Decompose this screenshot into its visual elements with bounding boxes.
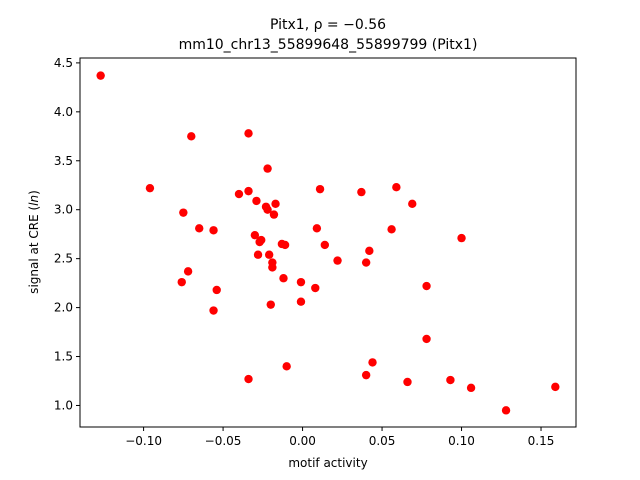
data-point-51 [446,375,455,385]
data-point-7 [183,267,193,276]
data-point-19 [250,230,260,240]
x-tick-label: −0.05 [205,434,242,448]
data-point-13 [252,196,261,206]
data-point-30 [244,374,253,384]
data-point-27 [268,263,277,272]
data-point-45 [368,358,377,367]
x-tick-label: 0.10 [448,434,475,448]
data-point-18 [263,164,272,173]
data-point-10 [209,306,218,315]
data-point-1 [145,183,155,193]
data-point-11 [234,189,244,199]
x-axis-label: motif activity [288,456,367,470]
data-point-3 [244,129,253,138]
data-point-52 [466,383,476,393]
y-axis-label: signal at CRE (ln) [27,190,41,294]
y-tick-label: 4.5 [54,56,73,70]
data-point-40 [361,258,371,267]
data-point-50 [457,233,466,243]
data-point-37 [320,240,330,250]
data-point-12 [244,186,253,196]
x-tick-label: 0.00 [289,434,316,448]
y-tick-label: 1.0 [54,398,73,412]
data-point-6 [209,226,218,235]
data-points [96,71,560,415]
data-point-23 [280,240,290,250]
data-point-43 [392,182,401,192]
data-point-35 [312,224,322,233]
data-point-39 [357,187,366,197]
data-point-21 [255,237,264,247]
data-point-17 [269,210,279,219]
data-point-41 [365,246,374,256]
data-point-16 [271,199,280,209]
chart-title-line1: Pitx1, ρ = −0.56 [270,17,386,33]
x-tick-label: −0.10 [125,434,162,448]
data-point-4 [179,208,188,217]
y-tick-label: 2.5 [54,252,73,266]
data-point-25 [264,250,274,259]
y-tick-label: 3.5 [54,154,73,168]
data-point-46 [361,370,371,380]
data-point-2 [187,132,196,141]
data-point-49 [422,334,431,344]
data-point-29 [266,300,275,309]
data-point-28 [279,274,288,283]
data-point-48 [422,281,431,291]
y-tick-label: 3.0 [54,203,73,217]
x-axis-ticks: −0.10 −0.05 0.00 0.05 0.10 0.15 [125,427,554,448]
data-point-8 [177,277,186,287]
data-point-53 [501,406,511,415]
data-point-34 [311,283,320,293]
data-point-42 [387,225,396,234]
data-point-44 [408,199,417,209]
chart-title-line2: mm10_chr13_55899648_55899799 (Pitx1) [179,37,478,53]
data-point-36 [315,184,325,194]
data-point-38 [333,256,342,265]
plot-area-frame [79,57,577,428]
data-point-31 [282,362,291,371]
x-tick-label: 0.05 [369,434,396,448]
data-point-15 [263,205,272,214]
data-point-9 [212,285,221,295]
y-axis-ticks: 1.0 1.5 2.0 2.5 3.0 3.5 4.0 4.5 [54,56,80,412]
y-tick-label: 1.5 [54,350,73,364]
data-point-32 [296,277,306,287]
y-tick-label: 4.0 [54,105,73,119]
data-point-0 [96,71,105,80]
data-point-24 [253,250,263,259]
data-point-5 [195,224,204,233]
x-tick-label: 0.15 [528,434,555,448]
data-point-47 [403,377,412,387]
data-point-54 [551,382,560,392]
data-point-33 [296,297,306,306]
y-tick-label: 2.0 [54,301,73,315]
